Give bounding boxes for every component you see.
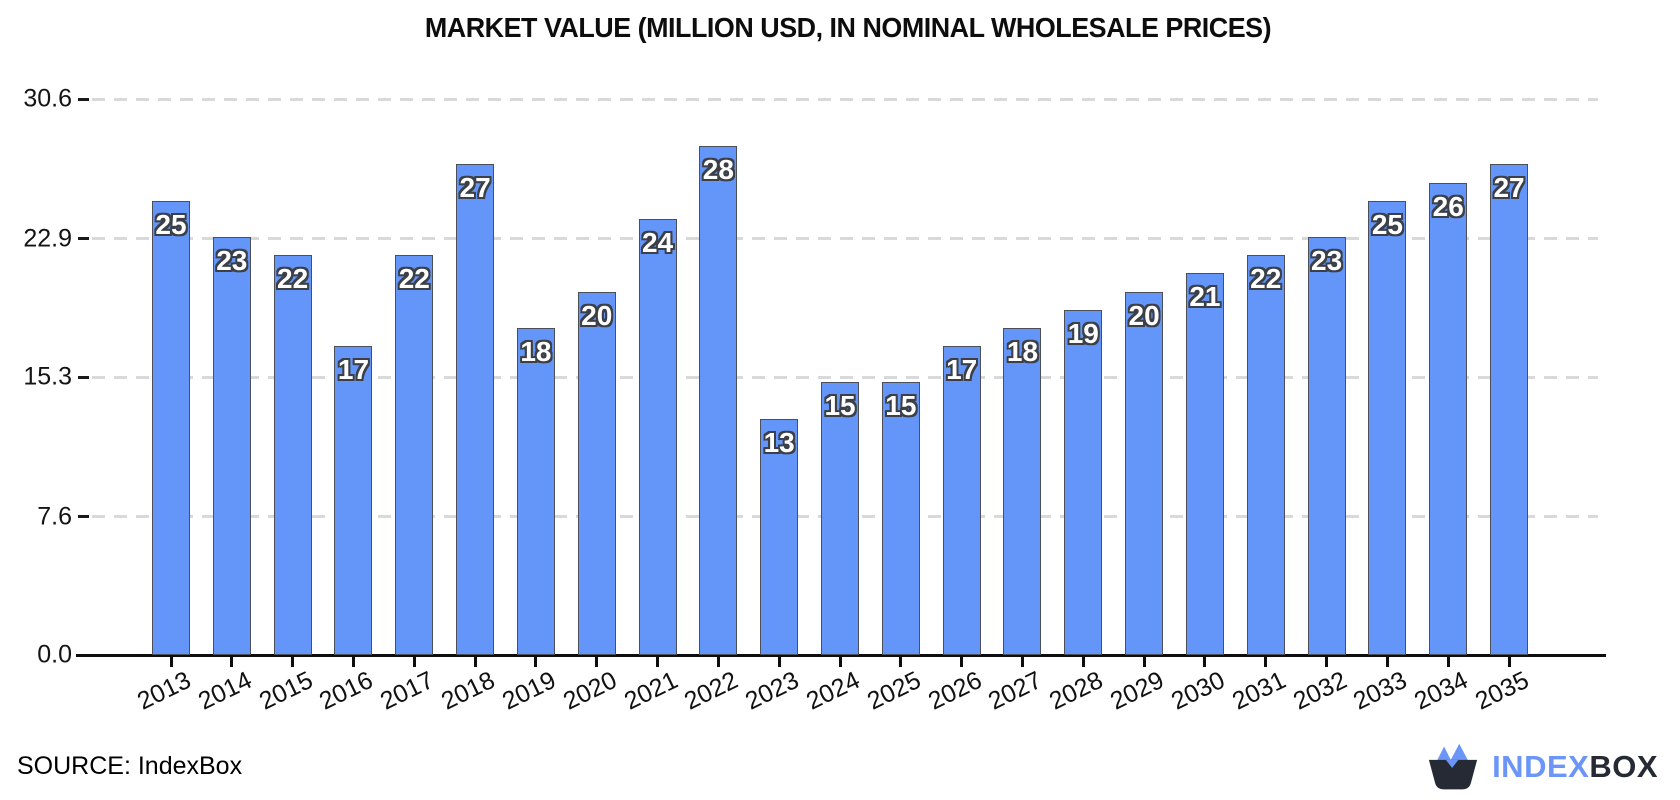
bar-2014: 23 <box>212 237 251 655</box>
bar-2028: 19 <box>1064 309 1103 655</box>
bar-value-label: 27 <box>459 172 491 204</box>
x-axis-tick-mark <box>1264 657 1268 667</box>
bar-value-label: 27 <box>1493 172 1525 204</box>
bar-2021: 24 <box>638 218 677 655</box>
x-axis-line <box>76 654 1606 657</box>
bar-value-label: 23 <box>1311 245 1343 277</box>
bar-value-label: 25 <box>155 208 187 240</box>
bar-2029: 20 <box>1125 291 1164 655</box>
x-axis-tick-mark <box>1203 657 1207 667</box>
x-axis-tick-mark <box>1446 657 1450 667</box>
bar-value-label: 26 <box>1432 190 1464 222</box>
bar-value-label: 20 <box>1128 299 1160 331</box>
bar-2022: 28 <box>699 146 738 655</box>
x-axis-tick-mark <box>1507 657 1511 667</box>
bar-value-label: 17 <box>337 354 370 386</box>
x-axis-tick-mark <box>838 657 842 667</box>
x-axis-tick-mark <box>777 657 781 667</box>
bar-value-label: 22 <box>1250 263 1282 295</box>
bar-2025: 15 <box>881 382 920 655</box>
bar-value-label: 22 <box>398 263 430 295</box>
x-axis-tick-mark <box>291 657 295 667</box>
bar-2013: 25 <box>152 200 190 655</box>
x-axis-tick-mark <box>473 657 477 667</box>
x-axis-tick-mark <box>1020 657 1024 667</box>
x-axis-tick-mark <box>351 657 355 667</box>
y-axis-tick-mark <box>78 515 89 519</box>
bar-2033: 25 <box>1368 200 1407 655</box>
x-axis-tick-mark <box>230 657 234 667</box>
source-label: SOURCE: IndexBox <box>17 752 243 780</box>
y-axis-tick-mark <box>78 375 89 379</box>
x-axis-tick-mark <box>595 657 599 667</box>
bar-2016: 17 <box>334 346 373 655</box>
x-axis-tick-label: 2035 <box>1471 666 1534 716</box>
bar-2027: 18 <box>1003 327 1042 655</box>
bar-2030: 21 <box>1185 273 1224 655</box>
x-axis-tick-mark <box>412 657 416 667</box>
bar-value-label: 22 <box>277 263 309 295</box>
bar-value-label: 18 <box>520 335 552 367</box>
logo-index-part: INDEX <box>1492 749 1590 784</box>
bar-value-label: 20 <box>581 299 613 331</box>
logo-box-part: BOX <box>1589 749 1658 784</box>
y-axis-tick-mark <box>78 97 89 101</box>
bar-value-label: 28 <box>702 154 734 186</box>
bar-2034: 26 <box>1429 182 1468 655</box>
horizontal-gridline <box>92 97 1598 101</box>
x-axis-tick-mark <box>1385 657 1389 667</box>
y-axis-tick-label: 0.0 <box>37 640 72 669</box>
bar-2015: 22 <box>273 255 312 655</box>
bar-value-label: 24 <box>641 226 674 258</box>
x-axis-tick-mark <box>716 657 720 667</box>
x-axis-tick-mark <box>1081 657 1085 667</box>
y-axis-tick-mark <box>78 237 89 241</box>
bar-2017: 22 <box>395 255 434 655</box>
bar-2035: 27 <box>1490 164 1529 655</box>
bar-value-label: 17 <box>946 354 978 386</box>
x-axis-tick-mark <box>899 657 903 667</box>
bar-value-label: 15 <box>824 390 856 422</box>
bar-2020: 20 <box>577 291 616 655</box>
indexbox-logo: INDEXBOX <box>1426 742 1658 792</box>
bar-2026: 17 <box>942 346 981 655</box>
bar-2023: 13 <box>760 418 799 655</box>
bar-2031: 22 <box>1246 255 1285 655</box>
bar-value-label: 18 <box>1006 335 1039 367</box>
horizontal-gridline <box>92 375 1598 379</box>
x-axis-tick-mark <box>1325 657 1329 667</box>
horizontal-gridline <box>92 237 1598 241</box>
x-axis-tick-mark <box>960 657 964 667</box>
bar-value-label: 19 <box>1067 317 1099 349</box>
y-axis-tick-label: 15.3 <box>23 362 72 391</box>
chart-title: MARKET VALUE (MILLION USD, IN NOMINAL WH… <box>424 12 1272 43</box>
indexbox-logo-text: INDEXBOX <box>1492 749 1658 785</box>
bar-2032: 23 <box>1307 237 1346 655</box>
bar-2019: 18 <box>516 327 555 655</box>
bar-value-label: 15 <box>885 390 917 422</box>
y-axis-tick-label: 22.9 <box>23 224 72 253</box>
y-axis-tick-label: 7.6 <box>37 502 72 531</box>
bar-value-label: 21 <box>1189 281 1221 313</box>
y-axis-tick-label: 30.6 <box>23 84 72 113</box>
bar-2024: 15 <box>821 382 860 655</box>
bar-2018: 27 <box>456 164 495 655</box>
indexbox-logo-icon <box>1428 743 1478 790</box>
x-axis-tick-mark <box>534 657 538 667</box>
x-axis-tick-mark <box>169 657 173 667</box>
x-axis-tick-mark <box>1142 657 1146 667</box>
x-axis-tick-mark <box>656 657 660 667</box>
bar-value-label: 23 <box>216 245 248 277</box>
bar-value-label: 13 <box>763 426 795 458</box>
bar-value-label: 25 <box>1371 208 1403 240</box>
